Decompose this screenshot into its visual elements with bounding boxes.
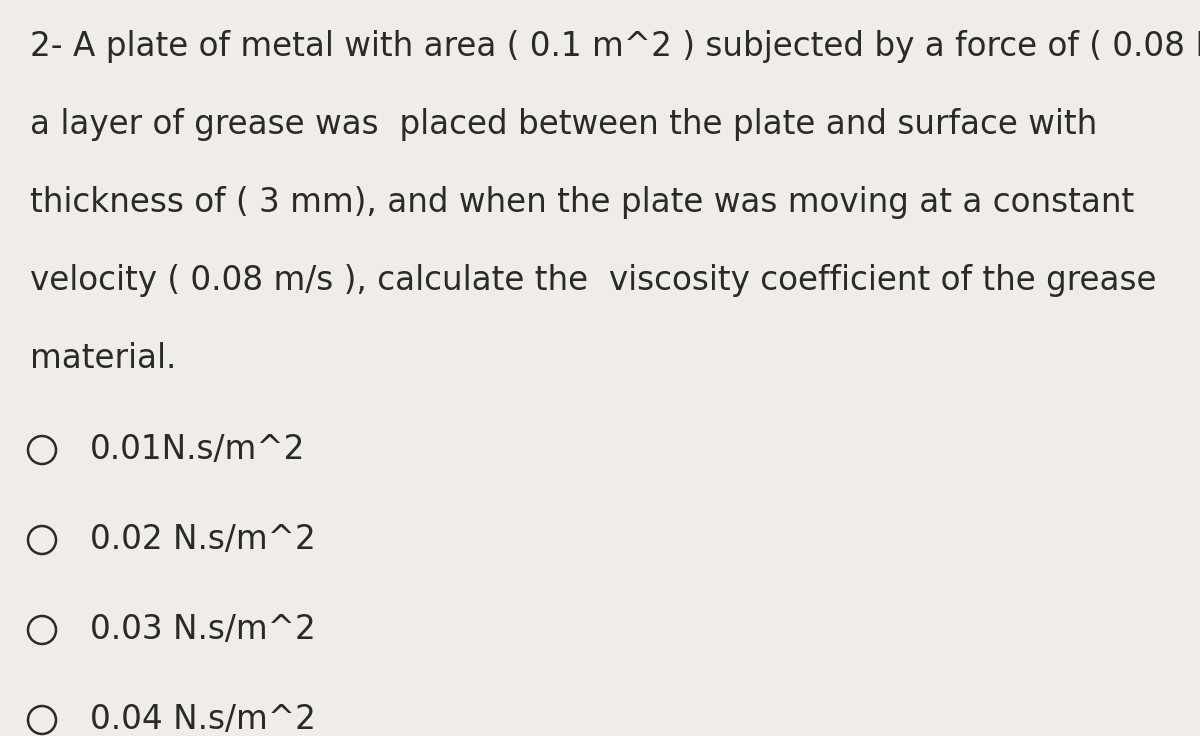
Text: 0.02 N.s/m^2: 0.02 N.s/m^2	[90, 523, 316, 556]
Text: a layer of grease was  placed between the plate and surface with: a layer of grease was placed between the…	[30, 108, 1097, 141]
Text: 0.01N.s/m^2: 0.01N.s/m^2	[90, 434, 305, 467]
Text: velocity ( 0.08 m/s ), calculate the  viscosity coefficient of the grease: velocity ( 0.08 m/s ), calculate the vis…	[30, 264, 1157, 297]
Text: thickness of ( 3 mm), and when the plate was moving at a constant: thickness of ( 3 mm), and when the plate…	[30, 186, 1134, 219]
Text: 0.03 N.s/m^2: 0.03 N.s/m^2	[90, 614, 316, 646]
Text: 2- A plate of metal with area ( 0.1 m^2 ) subjected by a force of ( 0.08 N ). If: 2- A plate of metal with area ( 0.1 m^2 …	[30, 30, 1200, 63]
Text: 0.04 N.s/m^2: 0.04 N.s/m^2	[90, 704, 316, 736]
Text: material.: material.	[30, 342, 176, 375]
